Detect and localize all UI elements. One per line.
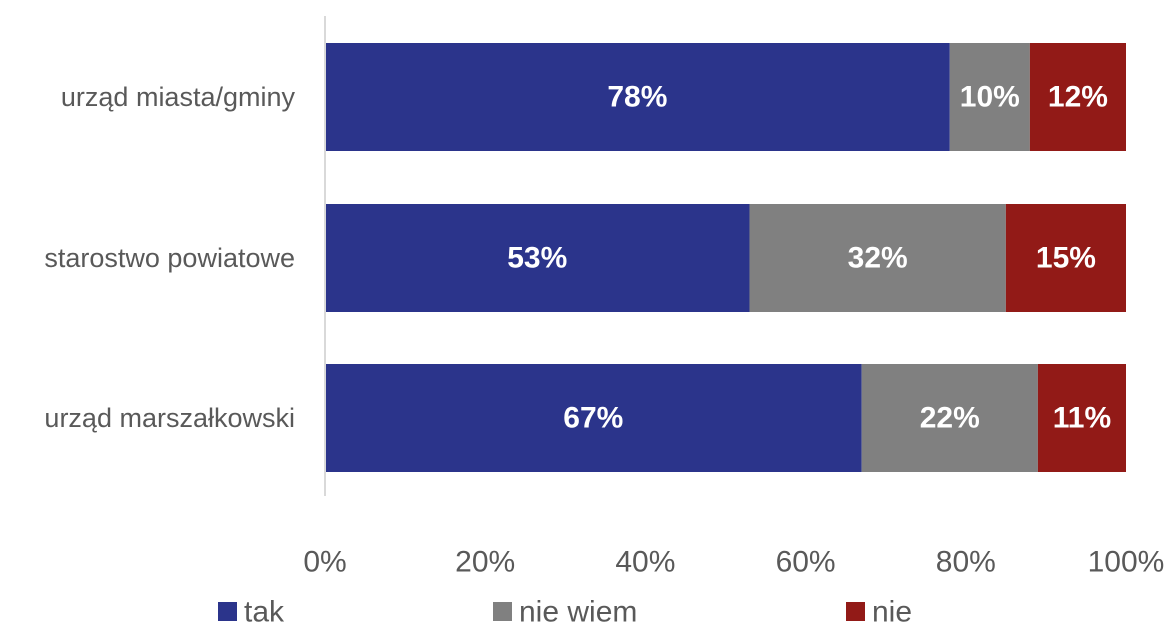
data-label: 53% [507, 242, 567, 275]
x-tick-label: 20% [455, 546, 515, 579]
category-label: urząd marszałkowski [44, 403, 295, 433]
labels-layer: urząd miasta/gminy 78% 10% 12% starostwo pow… [44, 81, 1111, 435]
bar-segment [861, 364, 1038, 472]
x-tick-label: 60% [776, 546, 836, 579]
data-label: 32% [848, 242, 908, 275]
bars-layer [325, 43, 1126, 472]
data-label: 12% [1048, 81, 1108, 114]
x-tick-label: 100% [1088, 546, 1165, 579]
bar-segment [325, 43, 950, 151]
data-label: 10% [960, 81, 1020, 114]
data-label: 11% [1053, 402, 1111, 435]
legend-label: nie [872, 596, 912, 626]
bar-segment [325, 364, 862, 472]
bar-segment [949, 43, 1030, 151]
bar-segment [1005, 204, 1126, 312]
legend-swatch [493, 602, 512, 621]
bar-segment [1037, 364, 1126, 472]
legend: tak nie wiem nie [218, 596, 912, 626]
x-tick-label: 0% [303, 546, 346, 579]
data-label: 78% [607, 81, 667, 114]
data-label: 22% [920, 402, 980, 435]
legend-swatch [218, 602, 237, 621]
x-axis-ticks: 0% 20% 40% 60% 80% 100% [303, 546, 1164, 579]
legend-swatch [846, 602, 865, 621]
bar-segment [325, 204, 750, 312]
bar-segment [1029, 43, 1126, 151]
x-tick-label: 80% [936, 546, 996, 579]
category-label: starostwo powiatowe [44, 243, 295, 273]
x-tick-label: 40% [615, 546, 675, 579]
data-label: 67% [563, 402, 623, 435]
legend-label: tak [244, 596, 285, 626]
bar-segment [749, 204, 1006, 312]
category-label: urząd miasta/gminy [61, 82, 296, 112]
legend-label: nie wiem [519, 596, 637, 626]
data-label: 15% [1036, 242, 1096, 275]
